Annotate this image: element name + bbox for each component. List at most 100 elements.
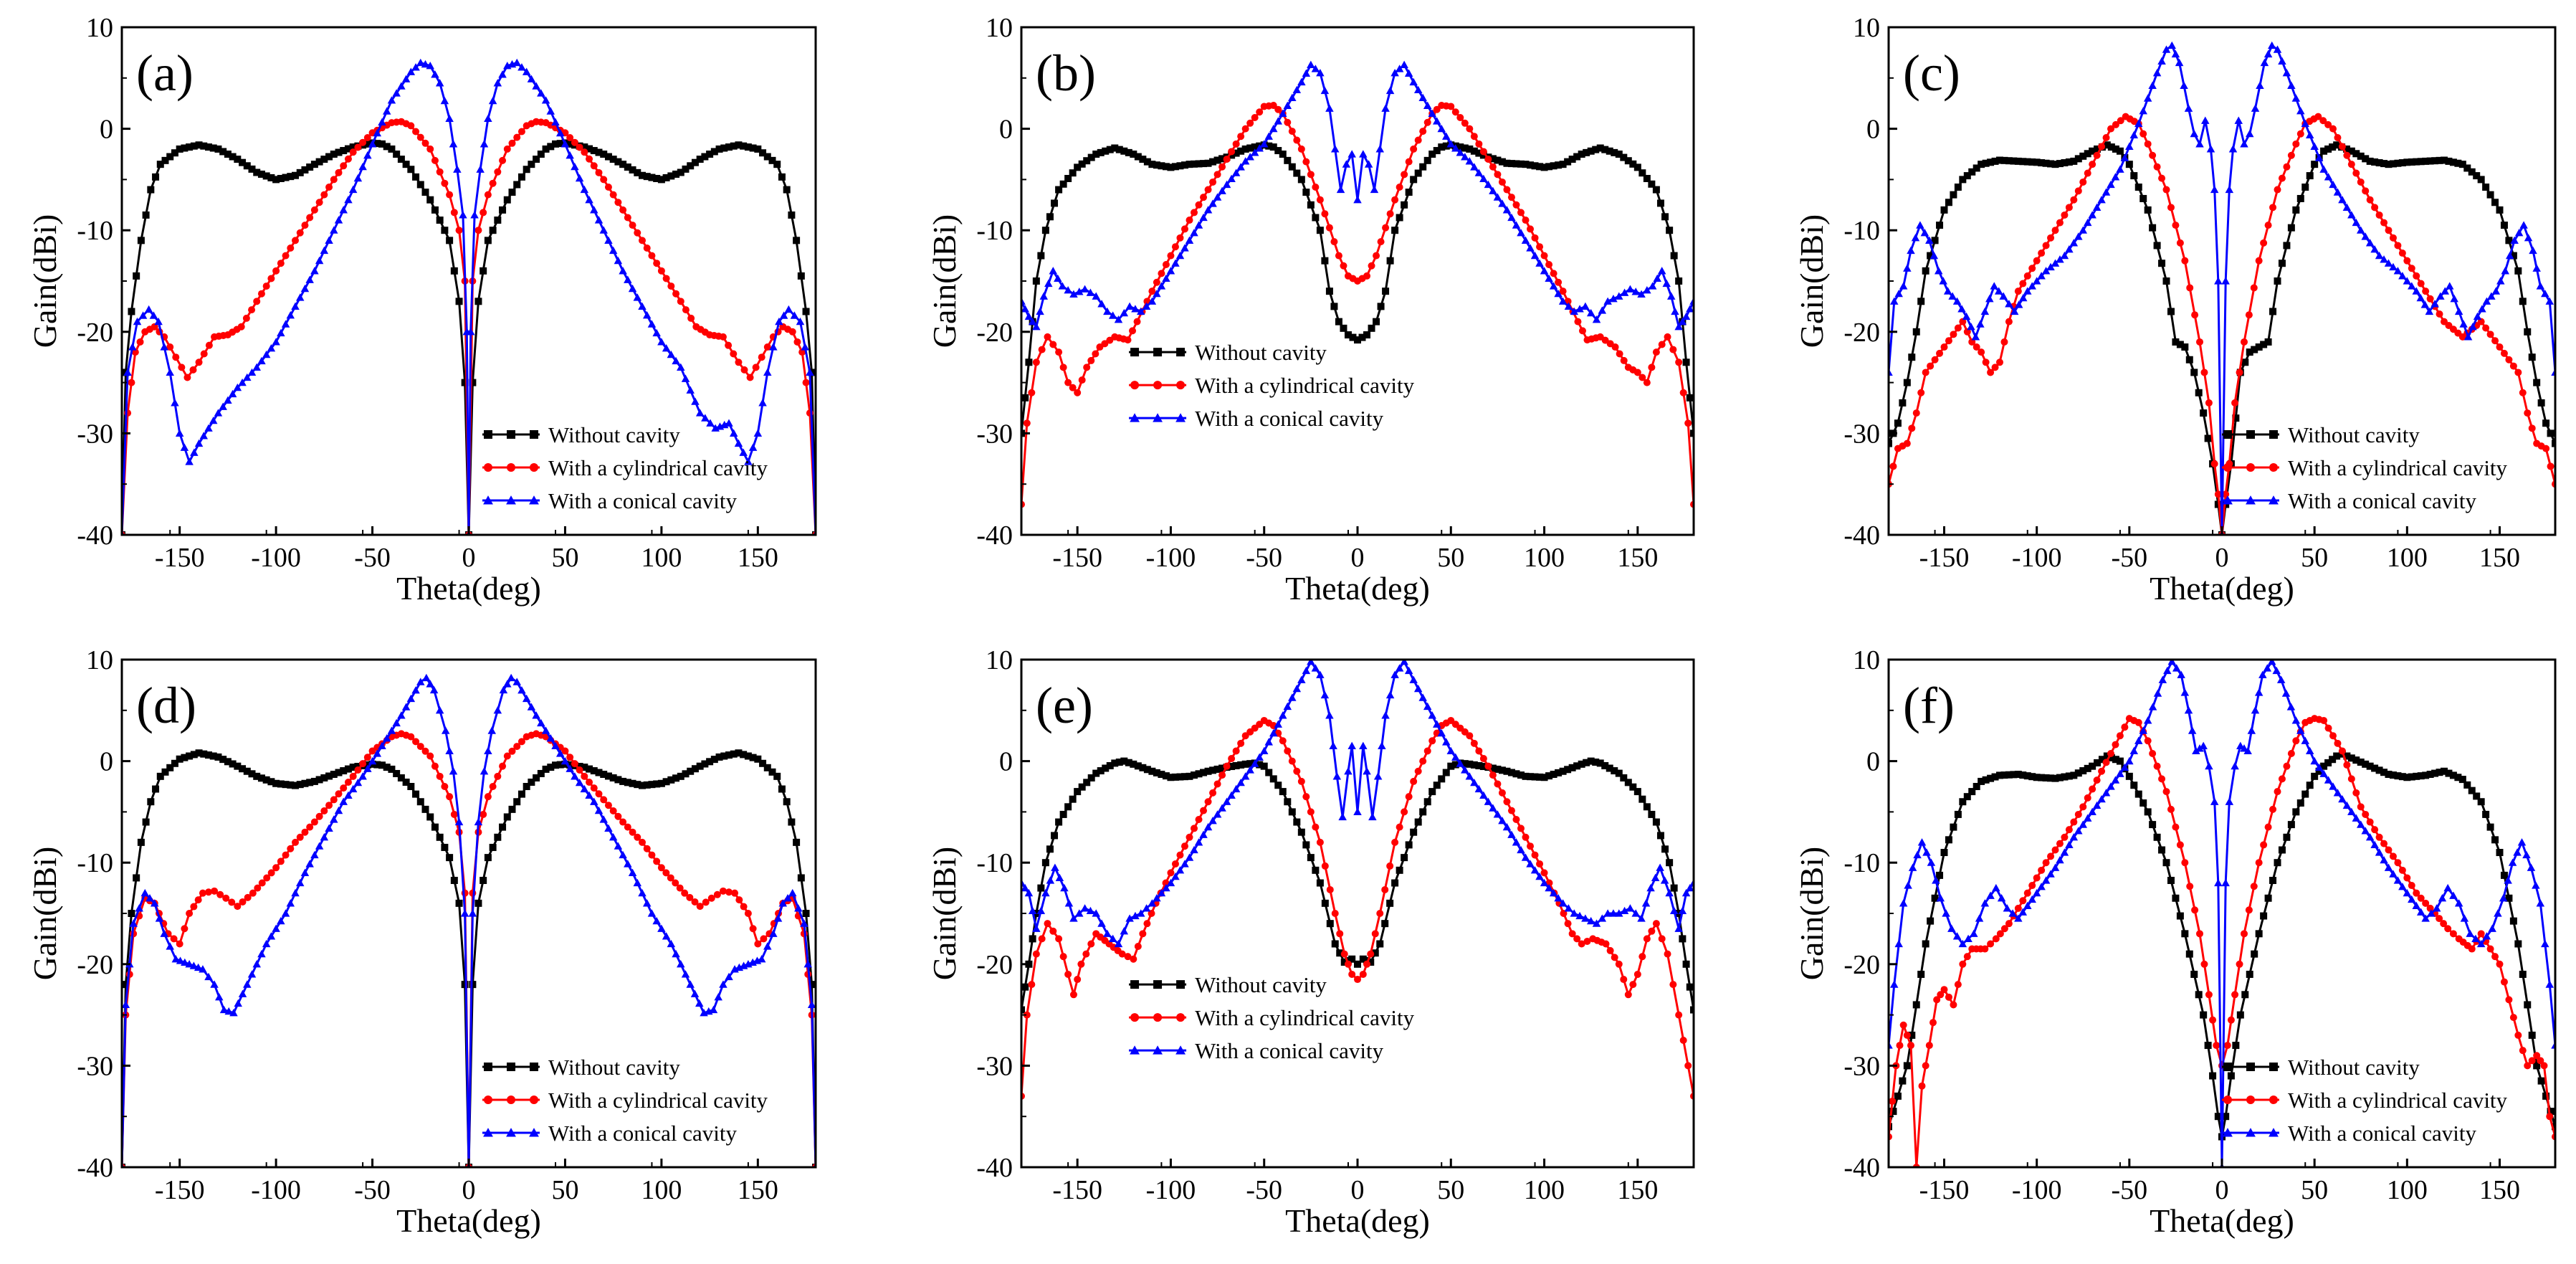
data-point	[1279, 109, 1287, 117]
data-point	[2158, 174, 2166, 182]
data-point	[277, 260, 285, 267]
data-point	[1264, 132, 1273, 140]
data-point	[211, 887, 219, 895]
data-point	[1232, 140, 1240, 148]
data-point	[1036, 307, 1044, 315]
data-point	[1200, 194, 1208, 201]
data-point	[619, 818, 627, 826]
data-point	[2176, 912, 2184, 920]
data-point	[156, 772, 164, 780]
data-point	[629, 779, 636, 787]
data-point	[1153, 289, 1161, 298]
data-point	[1157, 888, 1166, 897]
data-point	[1545, 883, 1553, 892]
data-point	[1466, 732, 1474, 740]
data-point	[566, 764, 574, 772]
legend-marker	[1175, 1045, 1186, 1055]
data-point	[186, 910, 194, 917]
data-point	[1992, 935, 2000, 943]
data-point	[533, 774, 540, 781]
data-point	[609, 774, 617, 781]
data-point	[1493, 810, 1502, 818]
data-point	[229, 1009, 238, 1017]
data-point	[648, 781, 656, 789]
data-point	[494, 217, 502, 224]
data-point	[1461, 119, 1469, 127]
data-point	[1992, 883, 2000, 892]
data-point	[2041, 267, 2051, 275]
data-point	[2251, 706, 2260, 714]
data-point	[662, 344, 671, 352]
data-point	[2403, 888, 2412, 897]
data-point	[2509, 1014, 2517, 1022]
data-point	[1075, 288, 1084, 295]
data-point	[2482, 184, 2490, 191]
data-point	[2251, 346, 2258, 353]
data-point	[2070, 157, 2078, 165]
data-point	[1945, 836, 1952, 844]
data-point	[1041, 227, 1049, 234]
data-point	[257, 356, 266, 365]
data-point	[2056, 855, 2064, 864]
data-point	[1912, 409, 1920, 417]
y-tick-label: -30	[1843, 419, 1880, 449]
data-point	[1348, 970, 1356, 978]
data-point	[2408, 265, 2415, 272]
data-point	[2441, 156, 2448, 164]
data-point	[1320, 86, 1330, 95]
data-point	[720, 144, 728, 152]
data-point	[1536, 243, 1544, 251]
data-point	[600, 176, 608, 184]
data-point	[2005, 920, 2013, 928]
data-point	[1603, 297, 1612, 305]
data-point	[1611, 954, 1618, 961]
data-point	[1978, 161, 1985, 168]
data-point	[754, 145, 762, 153]
data-point	[383, 143, 391, 151]
data-point	[1171, 860, 1179, 868]
data-point	[586, 145, 593, 153]
data-point	[1075, 909, 1084, 917]
data-point	[480, 876, 487, 884]
data-point	[2129, 746, 2139, 755]
data-point	[555, 749, 565, 757]
data-point	[1661, 213, 1669, 221]
data-point	[468, 909, 477, 917]
data-point	[1681, 888, 1691, 897]
data-point	[643, 244, 651, 252]
data-point	[802, 910, 810, 917]
data-point	[2528, 353, 2536, 361]
data-point	[499, 685, 508, 694]
data-point	[759, 759, 767, 767]
data-point	[1354, 336, 1361, 344]
data-point	[2449, 891, 2458, 899]
data-point	[1167, 163, 1175, 171]
data-point	[1087, 940, 1095, 948]
data-point	[281, 320, 290, 328]
data-point	[1021, 1006, 1025, 1014]
data-point	[2491, 953, 2499, 961]
data-point	[1269, 728, 1278, 737]
data-point	[507, 673, 515, 682]
data-point	[1331, 910, 1339, 917]
data-point	[1325, 104, 1334, 112]
data-point	[633, 878, 642, 887]
data-point	[441, 179, 449, 187]
legend-label: With a cylindrical cavity	[1195, 1005, 1415, 1030]
data-point	[222, 894, 230, 902]
data-point	[576, 143, 583, 151]
data-point	[344, 145, 352, 153]
data-point	[604, 824, 613, 832]
data-point	[1555, 278, 1563, 286]
y-axis-label: Gain(dBi)	[1793, 847, 1830, 981]
data-point	[1108, 934, 1117, 942]
data-point	[330, 226, 338, 234]
data-point	[2488, 924, 2496, 932]
data-point	[1954, 981, 1962, 989]
data-point	[1936, 871, 1944, 879]
data-point	[1996, 930, 2004, 938]
data-point	[382, 733, 391, 742]
data-point	[1931, 894, 1939, 902]
data-point	[2458, 776, 2466, 784]
data-point	[1423, 118, 1431, 126]
